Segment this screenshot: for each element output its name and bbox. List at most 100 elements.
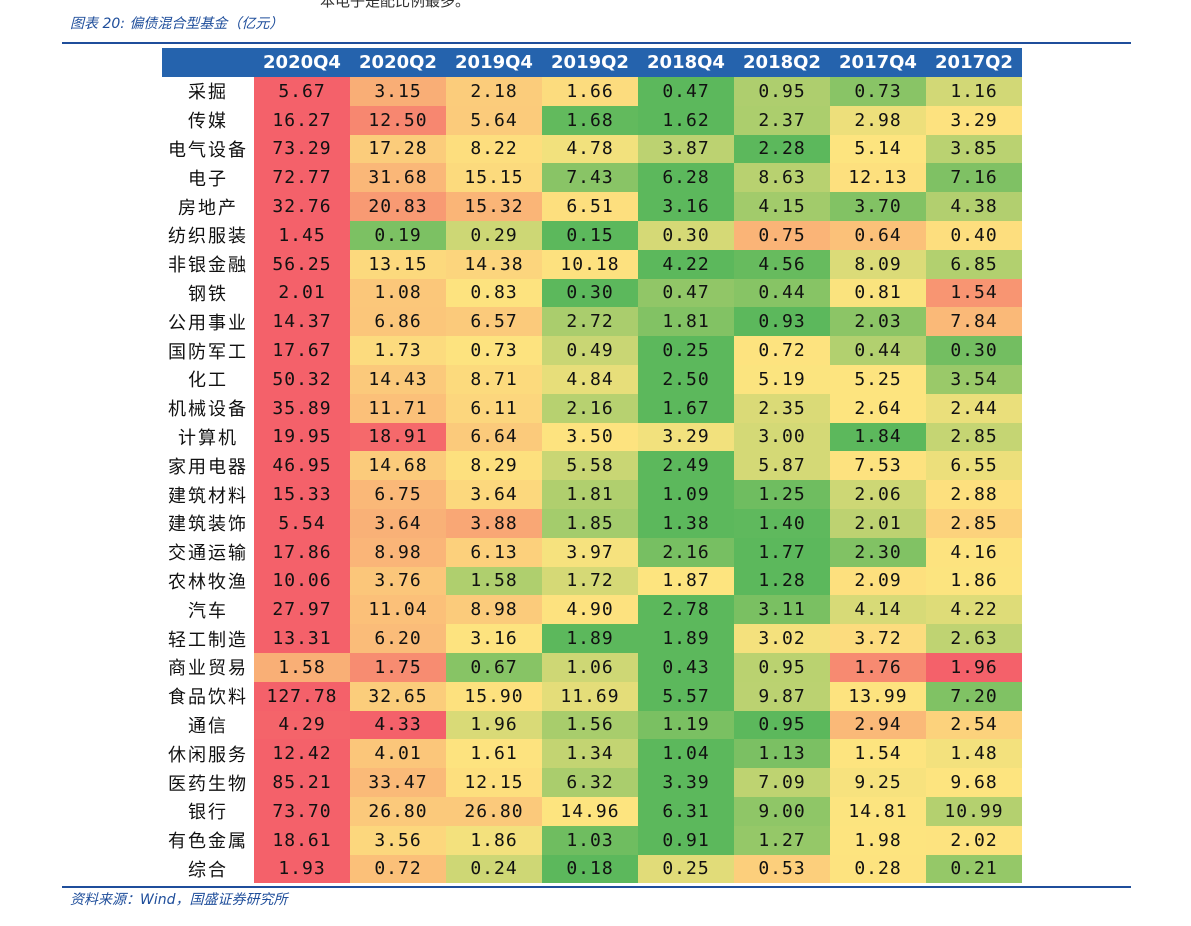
- heat-cell: 1.87: [638, 566, 734, 596]
- column-header: 2017Q4: [830, 48, 926, 77]
- heat-cell: 3.16: [446, 624, 542, 653]
- heat-cell: 2.72: [542, 307, 638, 337]
- top-text-fragment: 本电子是配比例最多。: [320, 0, 471, 10]
- heat-cell: 13.15: [350, 249, 446, 279]
- heat-cell: 1.08: [350, 278, 446, 308]
- row-label: 商业贸易: [162, 652, 254, 682]
- row-label: 化工: [162, 364, 254, 394]
- heat-cell: 8.98: [350, 537, 446, 567]
- header-row: 2020Q4 2020Q2 2019Q4 2019Q2 2018Q4 2018Q2 2017…: [162, 48, 1022, 77]
- heat-cell: 0.53: [734, 854, 830, 884]
- heat-cell: 1.86: [926, 566, 1022, 596]
- heat-cell: 127.78: [254, 681, 350, 711]
- heat-cell: 5.64: [446, 105, 542, 135]
- heat-cell: 13.31: [254, 624, 350, 653]
- table-row: 公用事业 14.37 6.86 6.57 2.72 1.81 0.93 2.03 7.84: [162, 307, 1022, 337]
- heat-cell: 8.09: [830, 249, 926, 279]
- heat-cell: 1.68: [542, 105, 638, 135]
- heat-cell: 5.14: [830, 134, 926, 164]
- heat-cell: 3.72: [830, 624, 926, 653]
- row-label: 交通运输: [162, 537, 254, 567]
- heat-cell: 2.78: [638, 595, 734, 625]
- table-row: 轻工制造 13.31 6.20 3.16 1.89 1.89 3.02 3.72 2.63: [162, 624, 1022, 653]
- heat-cell: 7.53: [830, 451, 926, 481]
- heat-cell: 0.29: [446, 220, 542, 250]
- heat-cell: 18.91: [350, 422, 446, 452]
- table-row: 银行 73.70 26.80 26.80 14.96 6.31 9.00 14.81 10.99: [162, 796, 1022, 826]
- heat-cell: 7.09: [734, 768, 830, 797]
- heat-cell: 0.25: [638, 336, 734, 365]
- heat-cell: 4.15: [734, 192, 830, 221]
- corner-cell: [162, 48, 254, 77]
- column-header: 2018Q4: [638, 48, 734, 77]
- heat-cell: 4.56: [734, 249, 830, 279]
- heat-cell: 3.50: [542, 422, 638, 452]
- heat-cell: 3.64: [350, 508, 446, 538]
- heat-cell: 11.04: [350, 595, 446, 625]
- heat-cell: 12.42: [254, 739, 350, 769]
- heat-cell: 0.40: [926, 220, 1022, 250]
- column-header: 2020Q2: [350, 48, 446, 77]
- heat-cell: 1.19: [638, 710, 734, 740]
- heat-cell: 0.67: [446, 652, 542, 682]
- row-label: 采掘: [162, 77, 254, 106]
- heat-cell: 0.43: [638, 652, 734, 682]
- row-label: 银行: [162, 796, 254, 826]
- heat-cell: 5.19: [734, 364, 830, 394]
- table-row: 建筑材料 15.33 6.75 3.64 1.81 1.09 1.25 2.06 2.88: [162, 480, 1022, 509]
- heat-cell: 7.43: [542, 163, 638, 193]
- heat-cell: 7.20: [926, 681, 1022, 711]
- table-row: 医药生物 85.21 33.47 12.15 6.32 3.39 7.09 9.25 9.68: [162, 768, 1022, 797]
- heat-cell: 3.97: [542, 537, 638, 567]
- heat-cell: 0.93: [734, 307, 830, 337]
- row-label: 医药生物: [162, 768, 254, 797]
- heat-cell: 6.57: [446, 307, 542, 337]
- heat-cell: 8.29: [446, 451, 542, 481]
- heat-cell: 3.15: [350, 77, 446, 106]
- heat-cell: 1.40: [734, 508, 830, 538]
- heat-cell: 4.22: [638, 249, 734, 279]
- row-label: 有色金属: [162, 825, 254, 855]
- heat-cell: 2.30: [830, 537, 926, 567]
- table-row: 钢铁 2.01 1.08 0.83 0.30 0.47 0.44 0.81 1.54: [162, 278, 1022, 308]
- heat-cell: 5.87: [734, 451, 830, 481]
- row-label: 电子: [162, 163, 254, 193]
- table-row: 计算机 19.95 18.91 6.64 3.50 3.29 3.00 1.84 2.85: [162, 422, 1022, 452]
- heat-cell: 5.58: [542, 451, 638, 481]
- heat-cell: 1.67: [638, 393, 734, 423]
- column-header: 2020Q4: [254, 48, 350, 77]
- heat-cell: 3.29: [638, 422, 734, 452]
- heat-cell: 1.96: [926, 652, 1022, 682]
- table-row: 电气设备 73.29 17.28 8.22 4.78 3.87 2.28 5.14 3.85: [162, 134, 1022, 164]
- heat-cell: 6.11: [446, 393, 542, 423]
- figure-title: 图表 20: 偏债混合型基金（亿元）: [70, 16, 284, 32]
- heat-cell: 1.73: [350, 336, 446, 365]
- heat-cell: 0.72: [734, 336, 830, 365]
- heat-cell: 1.85: [542, 508, 638, 538]
- heat-cell: 4.29: [254, 710, 350, 740]
- heat-cell: 5.57: [638, 681, 734, 711]
- heat-cell: 50.32: [254, 364, 350, 394]
- heat-cell: 6.64: [446, 422, 542, 452]
- heat-cell: 4.22: [926, 595, 1022, 625]
- heat-cell: 14.68: [350, 451, 446, 481]
- heat-cell: 2.01: [254, 278, 350, 308]
- heat-cell: 3.88: [446, 508, 542, 538]
- heat-cell: 14.38: [446, 249, 542, 279]
- heat-cell: 5.54: [254, 508, 350, 538]
- heat-cell: 6.32: [542, 768, 638, 797]
- row-label: 公用事业: [162, 307, 254, 337]
- heat-cell: 0.95: [734, 652, 830, 682]
- heat-cell: 1.48: [926, 739, 1022, 769]
- heat-cell: 0.83: [446, 278, 542, 308]
- heat-cell: 15.15: [446, 163, 542, 193]
- heat-cell: 17.86: [254, 537, 350, 567]
- heat-cell: 1.84: [830, 422, 926, 452]
- table-row: 有色金属 18.61 3.56 1.86 1.03 0.91 1.27 1.98 2.02: [162, 825, 1022, 855]
- heat-cell: 17.67: [254, 336, 350, 365]
- row-label: 汽车: [162, 595, 254, 625]
- heat-cell: 4.33: [350, 710, 446, 740]
- bottom-rule: [62, 886, 1131, 888]
- heat-cell: 4.38: [926, 192, 1022, 221]
- heat-cell: 1.25: [734, 480, 830, 509]
